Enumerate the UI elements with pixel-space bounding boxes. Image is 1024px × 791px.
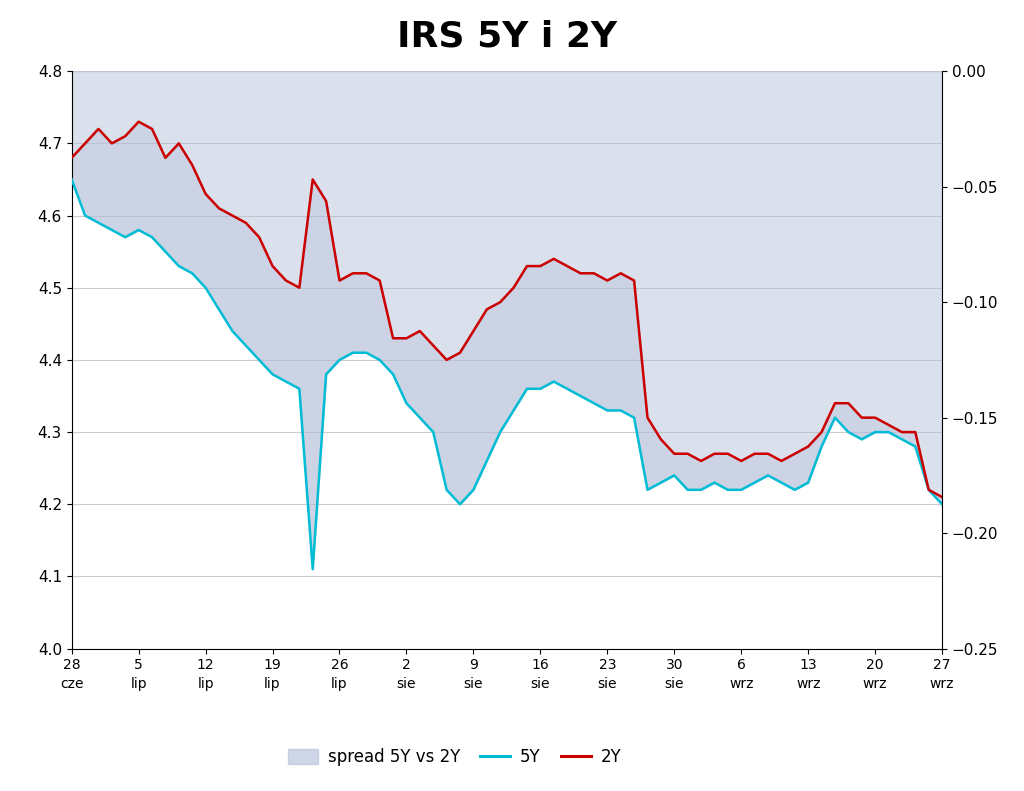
Title: IRS 5Y i 2Y: IRS 5Y i 2Y: [397, 19, 616, 53]
Legend: spread 5Y vs 2Y, 5Y, 2Y: spread 5Y vs 2Y, 5Y, 2Y: [282, 742, 628, 773]
